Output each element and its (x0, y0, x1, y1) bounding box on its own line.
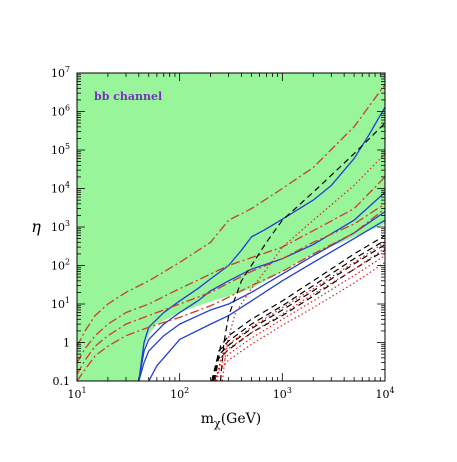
series-line-solid-1 (138, 106, 385, 381)
x-tick-label: 102 (170, 386, 189, 401)
series-line-dashed-13 (211, 249, 385, 381)
series-line-dashdot-6 (77, 176, 385, 363)
series-line-dashed-12 (212, 244, 385, 381)
channel-annotation: bb channel (94, 90, 162, 103)
y-tick-label: 107 (51, 65, 70, 80)
series-line-dotted-18 (213, 261, 385, 381)
series-line-dotted-17 (214, 255, 385, 381)
y-tick-label: 0.1 (53, 375, 71, 388)
x-tick-label: 104 (375, 386, 394, 401)
y-axis-title: η (31, 217, 41, 236)
y-tick-label: 103 (51, 219, 70, 234)
series-line-dashed-9 (219, 122, 385, 381)
x-axis-title: mχ(GeV) (201, 411, 261, 430)
series-line-dotted-16 (215, 247, 385, 381)
series-line-solid-3 (138, 211, 385, 381)
series-line-solid-2 (138, 191, 385, 381)
y-tick-label: 105 (51, 142, 70, 157)
series-line-dashdot-5 (77, 84, 385, 347)
y-tick-label: 101 (51, 296, 70, 311)
series-line-dashdot-8 (77, 208, 385, 381)
y-tick-label: 102 (51, 258, 70, 273)
series-line-dashed-11 (213, 239, 385, 381)
excluded-region (77, 73, 385, 381)
x-tick-label: 103 (273, 386, 292, 401)
series-line-dotted-15 (216, 241, 385, 381)
y-tick-label: 106 (51, 104, 70, 119)
series-line-dashdot-7 (77, 203, 385, 375)
series-line-dashed-10 (214, 235, 385, 381)
y-tick-label: 104 (51, 181, 70, 196)
x-tick-label: 101 (67, 386, 86, 401)
y-tick-label: 1 (63, 337, 70, 350)
series-line-dotted-14 (221, 153, 385, 381)
